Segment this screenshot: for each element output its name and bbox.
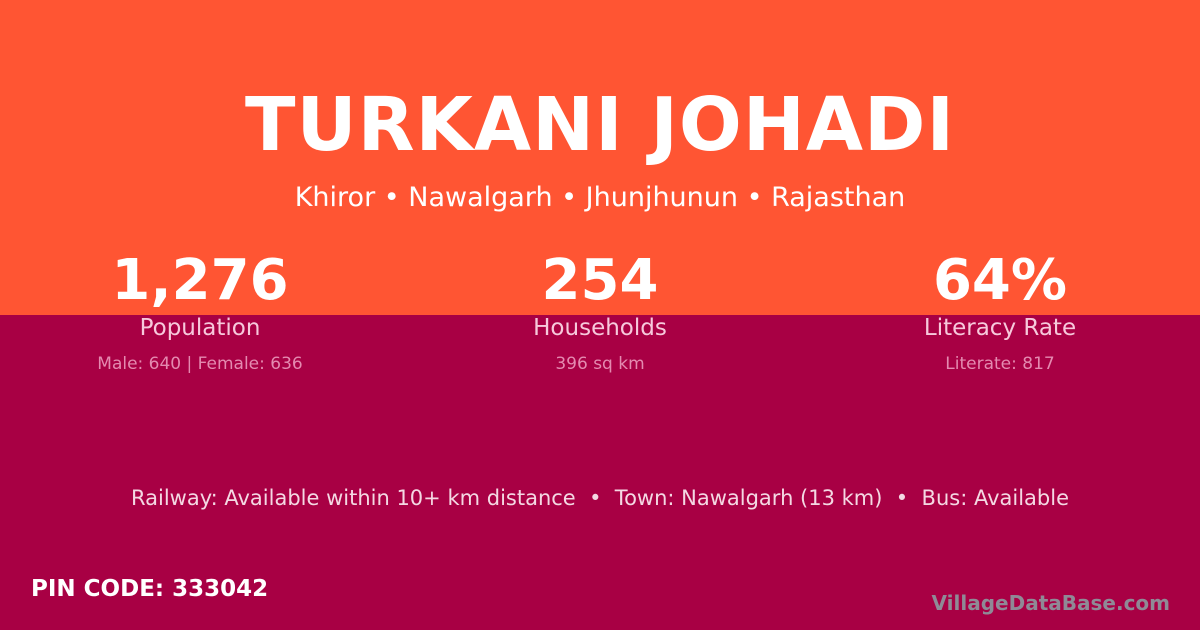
location-breadcrumb: Khiror • Nawalgarh • Jhunjhunun • Rajast… [294,182,906,213]
pin-code: PIN CODE: 333042 [31,576,269,602]
stat-value: 1,276 [111,248,289,313]
stat-detail: Literate: 817 [945,354,1055,374]
stat-detail: Male: 640 | Female: 636 [97,354,303,374]
stat-label: Households [533,315,667,341]
brand-logo: VillageDataBase.com [931,591,1170,615]
stat-detail: 396 sq km [555,354,645,374]
village-title: TURKANI JOHADI [245,82,955,168]
stat-label: Literacy Rate [923,315,1077,341]
stat-label: Population [139,315,261,341]
connectivity-info: Railway: Available within 10+ km distanc… [130,486,1070,510]
stat-value: 254 [541,248,659,313]
header-band [0,0,1200,315]
stat-value: 64% [932,248,1068,313]
